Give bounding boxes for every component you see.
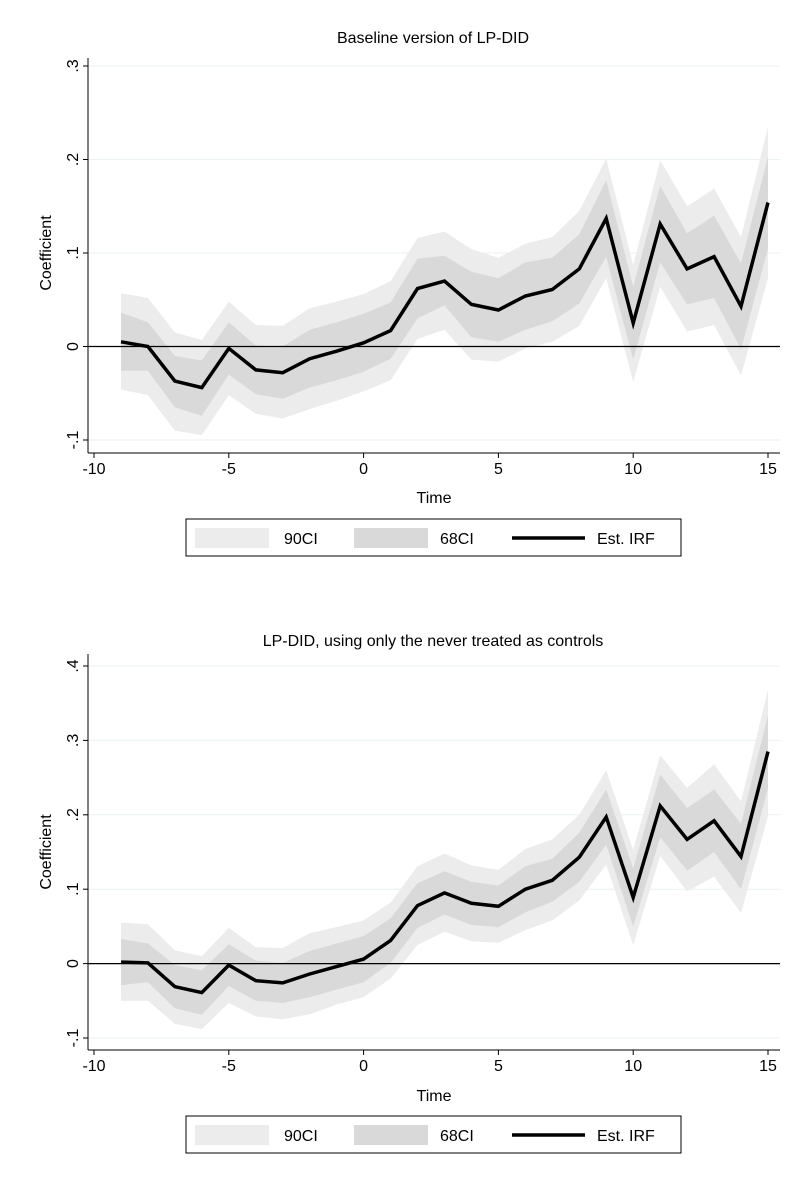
x-tick-label: 0: [359, 461, 368, 478]
legend-label-est-irf: Est. IRF: [597, 1128, 655, 1145]
x-tick-label: 0: [359, 1058, 368, 1075]
y-tick-label: -.1: [65, 431, 82, 450]
legend-label-68ci: 68CI: [440, 1128, 474, 1145]
x-axis-label: Time: [417, 490, 452, 507]
chart-panel-baseline: Baseline version of LP-DID Coefficient T…: [38, 30, 780, 557]
y-tick-label: .1: [65, 246, 82, 259]
legend-swatch-90ci: [195, 1125, 269, 1145]
y-tick-label: .4: [65, 659, 82, 672]
x-tick-label: 5: [494, 1058, 503, 1075]
legend-swatch-90ci: [195, 528, 269, 548]
plot-area: -.1 0 .1 .2 .3 -10 -5 0 5 10 15: [65, 58, 780, 478]
y-tick-label: .1: [65, 882, 82, 895]
x-tick-label: 15: [759, 1058, 777, 1075]
legend: 90CI 68CI Est. IRF: [185, 1115, 682, 1154]
chart-title: Baseline version of LP-DID: [337, 30, 529, 47]
y-tick-label: -.1: [65, 1029, 82, 1048]
ci-band-90: [121, 689, 768, 1030]
est-irf-line: [120, 202, 770, 390]
x-tick-label: -5: [222, 461, 236, 478]
plot-area: -.1 0 .1 .2 .3 .4 -10 -5 0 5 10 15: [65, 654, 780, 1075]
y-tick-label: 0: [65, 959, 82, 968]
x-tick-label: -10: [82, 1058, 105, 1075]
x-tick-label: 5: [494, 461, 503, 478]
y-tick-label: .3: [65, 734, 82, 747]
legend-label-68ci: 68CI: [440, 531, 474, 548]
chart-title: LP-DID, using only the never treated as …: [263, 633, 604, 650]
legend: 90CI 68CI Est. IRF: [185, 518, 682, 557]
x-axis-label: Time: [417, 1088, 452, 1105]
legend-label-est-irf: Est. IRF: [597, 531, 655, 548]
est-irf-line: [120, 751, 770, 995]
y-axis-label: Coefficient: [38, 215, 55, 291]
y-tick-label: 0: [65, 342, 82, 351]
x-tick-label: 15: [759, 461, 777, 478]
ci-band-68: [121, 715, 768, 1015]
legend-label-90ci: 90CI: [284, 1128, 318, 1145]
chart-panel-never-treated: LP-DID, using only the never treated as …: [38, 633, 780, 1154]
legend-swatch-68ci: [354, 1125, 428, 1145]
x-tick-label: 10: [624, 461, 642, 478]
y-tick-label: .2: [65, 153, 82, 166]
x-tick-label: 10: [624, 1058, 642, 1075]
y-axis-label: Coefficient: [38, 814, 55, 890]
legend-swatch-68ci: [354, 528, 428, 548]
legend-label-90ci: 90CI: [284, 531, 318, 548]
y-tick-label: .3: [65, 59, 82, 72]
x-tick-label: -10: [82, 461, 105, 478]
y-tick-label: .2: [65, 808, 82, 821]
x-tick-label: -5: [222, 1058, 236, 1075]
